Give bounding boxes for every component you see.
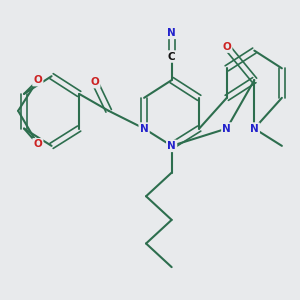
Text: N: N [167, 141, 176, 151]
Text: O: O [91, 77, 99, 87]
Text: C: C [168, 52, 176, 61]
Text: N: N [167, 28, 176, 38]
Text: O: O [33, 75, 42, 85]
Text: O: O [222, 42, 231, 52]
Text: N: N [140, 124, 148, 134]
Text: N: N [222, 124, 231, 134]
Text: O: O [33, 139, 42, 149]
Text: N: N [250, 124, 259, 134]
